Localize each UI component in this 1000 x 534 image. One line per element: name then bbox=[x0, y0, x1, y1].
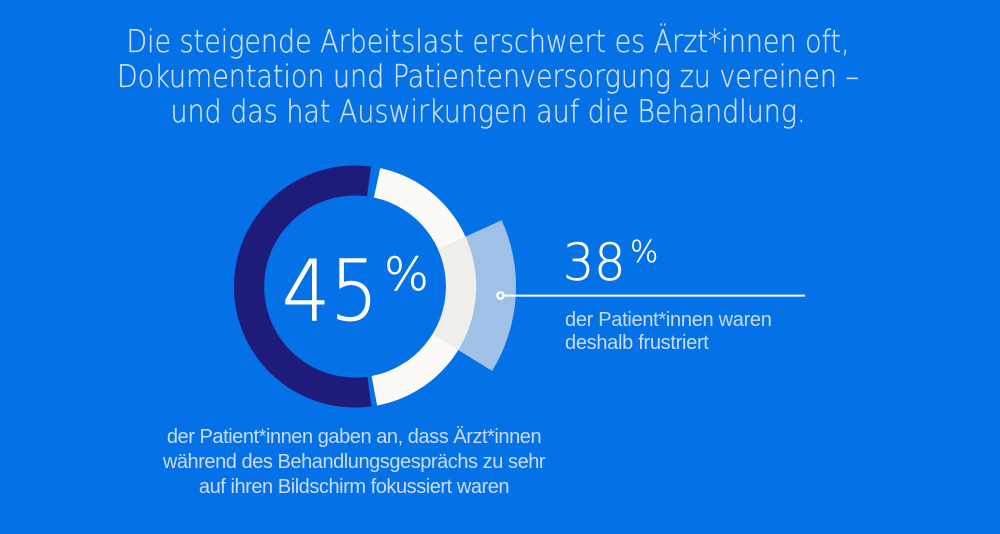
headline: Die steigende Arbeitslast erschwert es Ä… bbox=[64, 23, 911, 131]
stat-38-percent-sign: % bbox=[629, 235, 658, 271]
stat-38-value: 38 bbox=[562, 234, 626, 294]
donut-segment-45 bbox=[371, 168, 477, 406]
caption-line3: auf ihren Bildschirm fokussiert waren bbox=[198, 476, 510, 498]
chart-caption: der Patient*innen gaben an, dass Ärzt*in… bbox=[54, 425, 654, 501]
headline-line3: und das hat Auswirkungen auf die Behandl… bbox=[170, 94, 806, 131]
headline-line1: Die steigende Arbeitslast erschwert es Ä… bbox=[126, 23, 850, 60]
headline-line2: Dokumentation und Patientenversorgung zu… bbox=[117, 58, 859, 95]
caption-line1: der Patient*innen gaben an, dass Ärzt*in… bbox=[166, 425, 542, 448]
callout-marker bbox=[496, 291, 505, 300]
stat-38-description: der Patient*innen waren deshalb frustrie… bbox=[565, 309, 772, 354]
stat-45-value: 45 bbox=[282, 241, 379, 340]
donut-segment-remainder bbox=[233, 165, 372, 408]
highlight-wedge-38 bbox=[432, 220, 516, 371]
stat-45-percent-sign: % bbox=[384, 247, 429, 301]
stat-38-description-line1: der Patient*innen waren bbox=[565, 309, 772, 332]
caption-line2: während des Behandlungsgesprächs zu sehr bbox=[162, 450, 546, 473]
stat-38-description-line2: deshalb frustriert bbox=[565, 331, 709, 354]
